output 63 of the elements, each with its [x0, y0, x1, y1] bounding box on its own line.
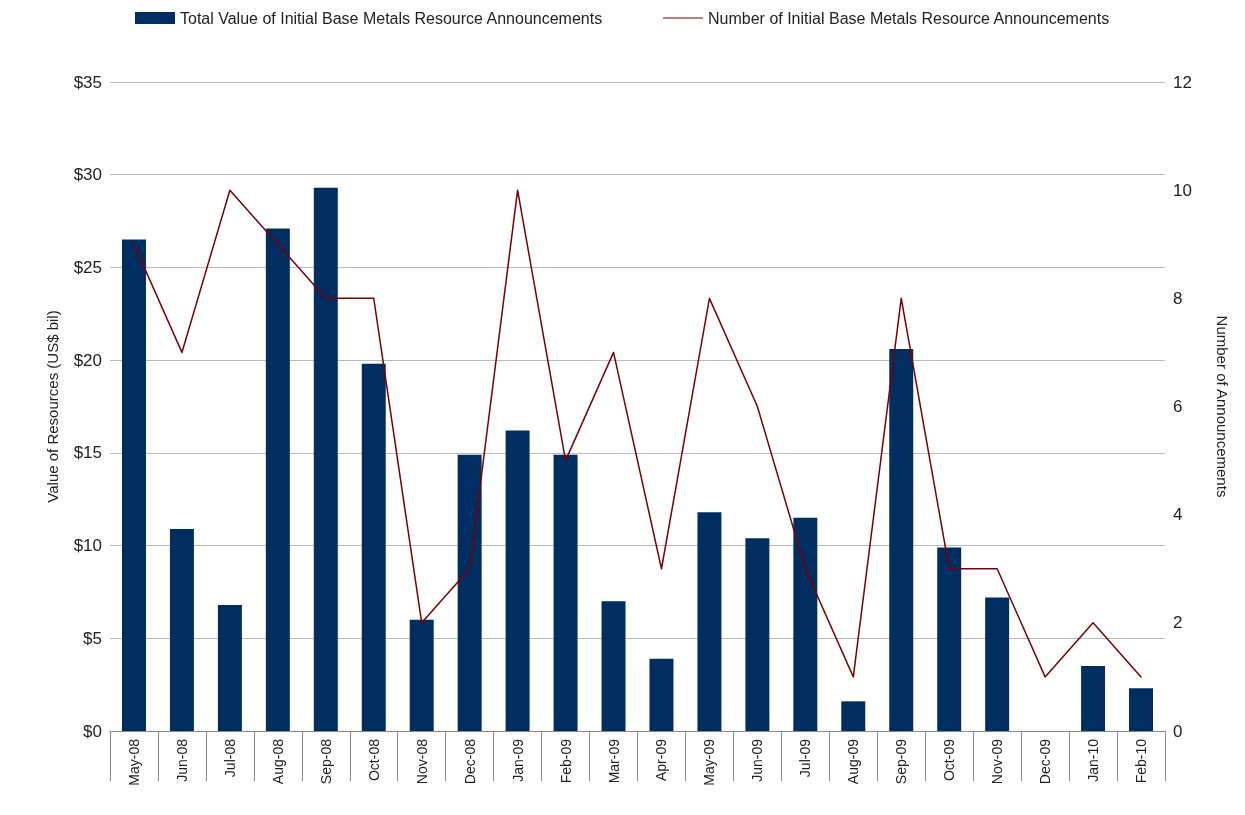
bar	[649, 658, 674, 731]
bar	[265, 228, 290, 731]
x-tick-label: Dec-08	[461, 738, 478, 785]
y2-axis-title: Number of Announcements	[1214, 315, 1231, 498]
bar	[985, 597, 1010, 731]
x-tick-label: May-09	[701, 738, 718, 786]
bar	[217, 604, 242, 731]
bar	[745, 538, 770, 731]
x-tick-label: Nov-09	[989, 738, 1006, 785]
y2-tick-label: 0	[1173, 721, 1183, 741]
bar	[361, 363, 386, 731]
bar	[313, 187, 338, 731]
x-tick-label: Apr-09	[653, 738, 670, 782]
bar	[169, 528, 194, 731]
x-tick-label: Feb-09	[557, 738, 574, 784]
bar	[697, 512, 722, 731]
x-tick-label: Aug-08	[269, 738, 286, 785]
bar	[457, 454, 482, 731]
legend-label: Number of Initial Base Metals Resource Announcements	[708, 9, 1110, 27]
x-tick-label: Sep-08	[317, 738, 334, 785]
bar	[505, 430, 530, 731]
x-tick-label: Jun-08	[173, 738, 190, 782]
x-tick-label: Aug-09	[845, 738, 862, 785]
y2-tick-label: 10	[1173, 180, 1192, 200]
y-tick-label: $25	[73, 257, 102, 277]
y2-tick-label: 8	[1173, 288, 1183, 308]
y2-tick-label: 12	[1173, 72, 1192, 92]
bar	[553, 454, 578, 731]
bar	[937, 547, 962, 731]
y-tick-label: $35	[73, 72, 102, 92]
y-tick-label: $15	[73, 443, 102, 463]
x-tick-label: Dec-09	[1037, 738, 1054, 785]
y-tick-label: $5	[83, 628, 102, 648]
x-tick-label: Oct-09	[941, 738, 958, 782]
y-tick-label: $20	[73, 350, 102, 370]
bar	[601, 601, 626, 731]
bar	[1129, 688, 1154, 731]
bar	[121, 239, 146, 731]
x-tick-label: Feb-10	[1133, 738, 1150, 784]
y2-tick-label: 6	[1173, 397, 1183, 416]
x-tick-label: Jan-09	[509, 738, 526, 782]
x-tick-label: Sep-09	[893, 738, 910, 785]
bar	[841, 701, 866, 731]
legend-label: Total Value of Initial Base Metals Resource Announcements	[179, 9, 603, 27]
y2-tick-label: 2	[1173, 613, 1183, 633]
line-series	[133, 189, 1142, 678]
y-tick-label: $0	[83, 721, 102, 741]
x-tick-label: Oct-08	[365, 738, 382, 782]
x-tick-label: Jul-08	[221, 738, 238, 778]
y-tick-label: $30	[73, 165, 102, 185]
bar	[793, 517, 818, 731]
x-tick-label: Jan-10	[1085, 738, 1102, 782]
bar	[889, 349, 914, 731]
x-tick-label: Mar-09	[605, 738, 622, 784]
x-tick-label: Jul-09	[797, 738, 814, 778]
y2-tick-label: 4	[1173, 505, 1183, 525]
x-tick-label: May-08	[125, 738, 142, 786]
x-tick-label: Nov-08	[413, 738, 430, 785]
x-tick-label: Jun-09	[749, 738, 766, 782]
bar	[409, 619, 434, 731]
y-axis-title: Value of Resources (US$ bil)	[44, 310, 61, 503]
y-tick-label: $10	[73, 536, 102, 556]
bar	[1081, 666, 1106, 731]
